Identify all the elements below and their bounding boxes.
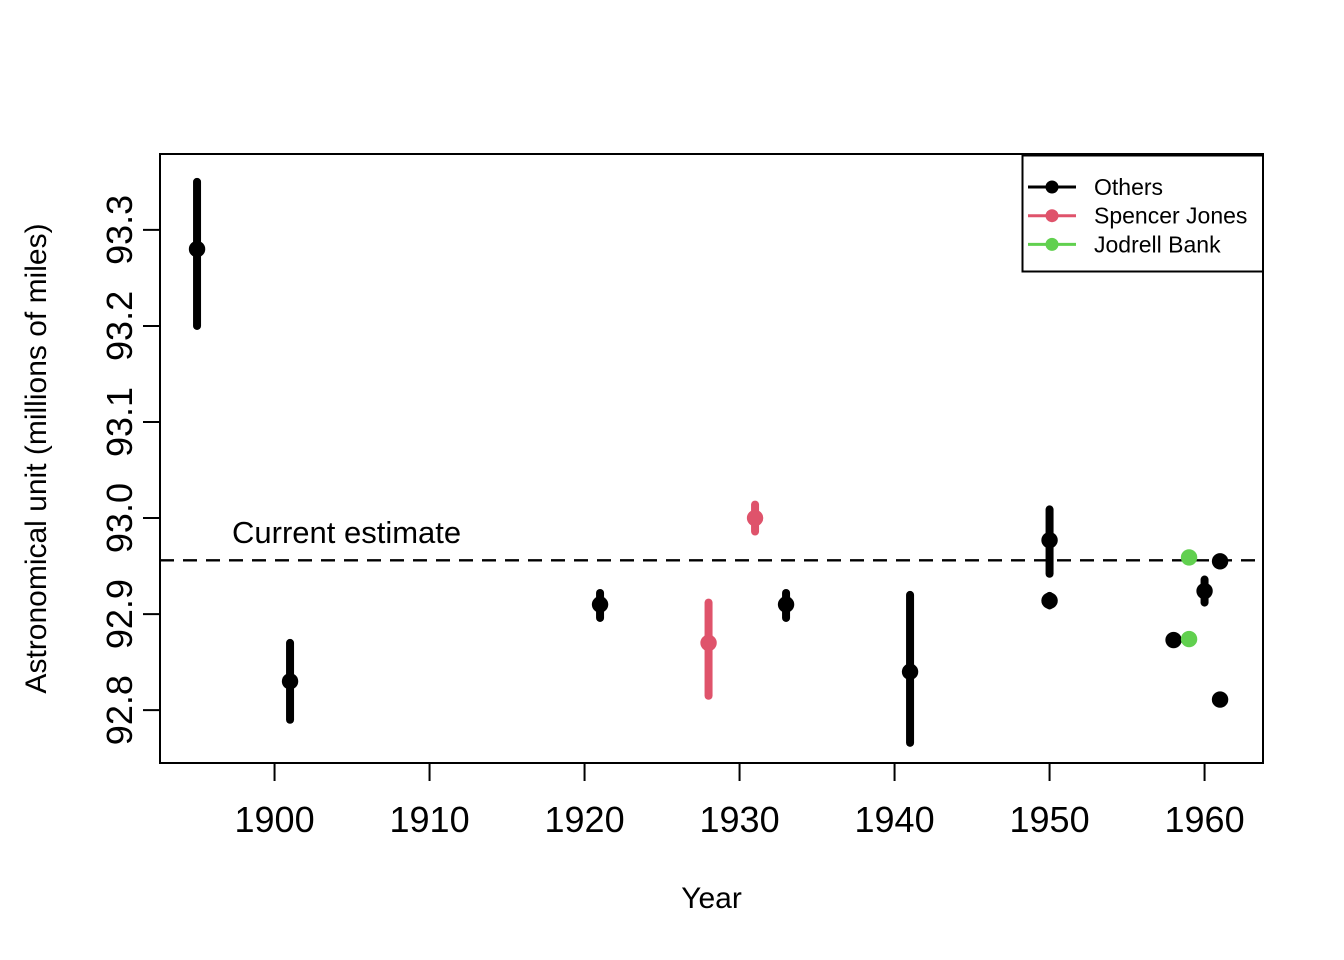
legend-point-swatch: [1045, 237, 1059, 251]
legend-label: Others: [1094, 174, 1163, 200]
x-tick-label: 1930: [700, 799, 780, 840]
data-point: [700, 634, 717, 652]
y-axis: 92.8 92.9 93.0 93.1 93.2 93.3: [99, 195, 160, 745]
y-axis-title: Astronomical unit (millions of miles): [20, 223, 53, 693]
data-point: [1211, 691, 1229, 708]
x-tick-label: 1940: [855, 799, 935, 840]
x-tick-label: 1910: [390, 799, 470, 840]
x-axis: 1900 1910 1920 1930 1940 1950 1960: [235, 763, 1245, 840]
data-point: [1041, 592, 1058, 609]
y-tick-label: 93.0: [99, 483, 140, 553]
data-point: [188, 240, 206, 258]
plot-box: [159, 153, 1264, 764]
legend-label: Jodrell Bank: [1094, 231, 1221, 257]
data-points-layer: [188, 177, 1229, 747]
x-tick-label: 1960: [1165, 799, 1245, 840]
legend-point-swatch: [1045, 180, 1059, 194]
series-spencer-jones: [700, 500, 764, 700]
data-point: [777, 596, 795, 613]
legend-entry-others: Others: [1028, 174, 1163, 200]
x-tick-label: 1950: [1010, 799, 1090, 840]
y-tick-label: 93.2: [99, 291, 140, 361]
series-others: [188, 177, 1229, 747]
data-point: [746, 509, 764, 527]
y-tick-label: 92.9: [99, 579, 140, 649]
data-point: [1196, 582, 1213, 600]
legend-entry-jodrell-bank: Jodrell Bank: [1028, 231, 1221, 257]
data-point: [1180, 630, 1198, 648]
x-tick-label: 1920: [545, 799, 625, 840]
data-point: [1180, 549, 1198, 566]
x-tick-label: 1900: [235, 799, 315, 840]
series-jodrell-bank: [1180, 549, 1198, 648]
current-estimate-label: Current estimate: [232, 515, 461, 550]
legend-point-swatch: [1045, 209, 1059, 223]
data-point: [1041, 531, 1058, 549]
legend-box: [1021, 154, 1264, 273]
data-point: [901, 663, 919, 680]
data-point: [591, 596, 609, 613]
x-axis-title: Year: [681, 882, 742, 915]
y-tick-label: 92.8: [99, 675, 140, 745]
data-point: [1211, 553, 1229, 570]
y-tick-label: 93.3: [99, 195, 140, 265]
legend-entry-spencer-jones: Spencer Jones: [1028, 203, 1247, 229]
legend-label: Spencer Jones: [1094, 203, 1247, 229]
data-point: [1165, 631, 1182, 649]
data-point: [281, 673, 299, 690]
y-tick-label: 93.1: [99, 387, 140, 457]
